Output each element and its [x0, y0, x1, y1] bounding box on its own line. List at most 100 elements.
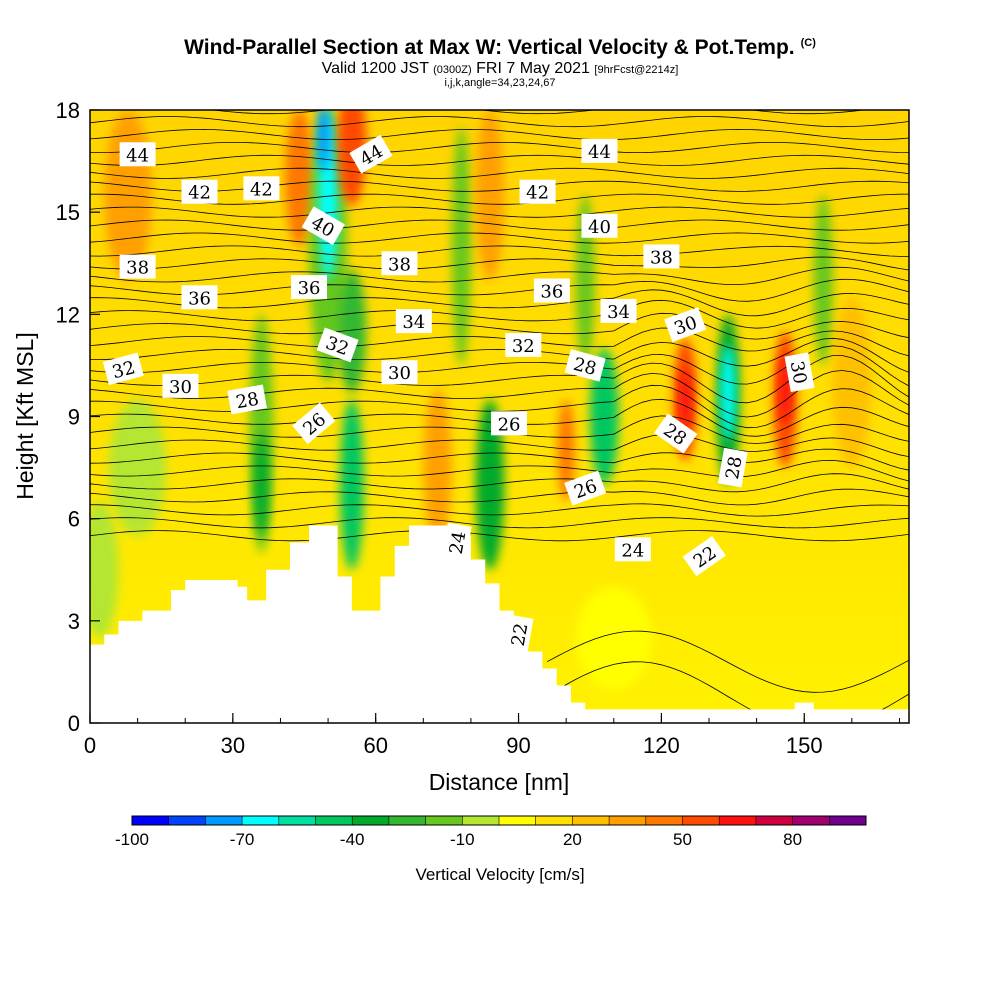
y-tick-label: 15	[56, 200, 80, 225]
forecast-label: [9hrFcst@2214z]	[594, 64, 679, 76]
contour-label-text: 30	[169, 377, 192, 398]
chart-subtitle-valid: Valid 1200 JST (0300Z) FRI 7 May 2021 [9…	[321, 60, 679, 77]
colorbar-tick-label: -70	[230, 830, 255, 849]
colorbar-swatch	[645, 816, 683, 825]
terrain-shape	[90, 525, 909, 723]
field-cell-downdraft-strong	[337, 110, 367, 206]
contour-label-text: 28	[722, 455, 747, 481]
theta-contour-line	[90, 337, 909, 373]
colorbar-swatch	[278, 816, 316, 825]
theta-contour-line	[90, 448, 909, 471]
x-tick-label: 60	[363, 733, 387, 758]
colorbar-swatch	[352, 816, 390, 825]
field-cell-updraft-moderate	[813, 195, 833, 366]
contour-label: 30	[381, 360, 418, 385]
contour-label-text: 42	[250, 179, 273, 200]
contour-label: 38	[643, 244, 680, 269]
colorbar-swatch	[572, 816, 610, 825]
theta-contour-line	[90, 116, 909, 128]
copyright-mark: (C)	[800, 37, 816, 49]
theta-contour-line	[90, 180, 909, 192]
contour-label: 38	[381, 251, 418, 276]
field-cell-neutral-region	[575, 586, 652, 689]
theta-contour-line	[90, 433, 909, 457]
contour-label: 30	[162, 373, 199, 398]
contour-label: 24	[614, 537, 651, 562]
valid-date: FRI 7 May 2021	[476, 60, 590, 77]
x-axis-label: Distance [nm]	[429, 769, 570, 795]
colorbar-swatch	[682, 816, 720, 825]
theta-contour-line	[90, 154, 909, 166]
colorbar-swatch	[168, 816, 206, 825]
field-cell-updraft-moderate	[451, 127, 471, 366]
theta-contour-line	[546, 630, 909, 693]
contour-label-text: 34	[607, 302, 630, 323]
y-axis-label: Height [Kft MSL]	[12, 332, 38, 499]
x-tick-label: 90	[506, 733, 530, 758]
field-cell-downdraft-moderate	[475, 110, 505, 281]
theta-contour-line	[90, 517, 909, 529]
contour-label: 32	[505, 332, 542, 357]
contour-label: 34	[600, 298, 637, 323]
y-tick-label: 6	[68, 507, 80, 532]
theta-contour-line	[90, 370, 909, 418]
chart-subtitle-indices: i,j,k,angle=34,23,24,67	[444, 77, 556, 89]
contour-label: 44	[119, 142, 156, 167]
contour-label-text: 42	[526, 183, 549, 204]
colorbar-swatch	[462, 816, 500, 825]
colorbar-swatch	[132, 816, 170, 825]
theta-contour-line	[90, 488, 909, 506]
colorbar-swatch	[755, 816, 794, 825]
theta-contour-line	[90, 245, 909, 257]
theta-contour-line	[90, 193, 909, 205]
contour-label-text: 30	[388, 363, 411, 384]
field-cell-downdraft-core	[679, 368, 691, 431]
contour-label-text: 36	[298, 278, 321, 299]
colorbar-swatch	[829, 816, 867, 825]
field-cell-updraft-weak	[90, 501, 119, 638]
contour-label: 30	[784, 352, 815, 393]
contour-label: 30	[664, 307, 707, 342]
contour-label-text: 28	[234, 389, 260, 414]
field-cell-downdraft-strong	[285, 110, 314, 247]
colorbar-tick-label: 80	[783, 830, 802, 849]
theta-contour-line	[546, 661, 909, 723]
contour-label-text: 24	[621, 540, 644, 561]
contour-label: 24	[441, 522, 472, 563]
theta-contour-line	[90, 141, 909, 154]
potential-temperature-contours	[90, 110, 909, 723]
field-cell-updraft-core	[720, 344, 736, 441]
colorbar-swatch	[792, 816, 830, 825]
y-tick-label: 18	[56, 98, 80, 123]
contour-label-text: 36	[540, 281, 563, 302]
theta-contour-line	[90, 345, 909, 387]
theta-contour-line	[90, 327, 909, 357]
colorbar-swatch	[499, 816, 537, 825]
contour-label-text: 22	[508, 622, 533, 648]
contour-label: 32	[316, 327, 359, 363]
contour-label-text: 40	[588, 217, 611, 238]
contour-label-text: 30	[786, 359, 811, 385]
theta-contour-line	[90, 473, 909, 493]
colorbar-label: Vertical Velocity [cm/s]	[415, 865, 584, 884]
terrain-mask	[90, 525, 909, 723]
colorbar-tick-label: -10	[450, 830, 475, 849]
colorbar-tick-label: 20	[563, 830, 582, 849]
field-cell-updraft-moderate	[337, 270, 367, 393]
colorbar-swatch	[719, 816, 757, 825]
theta-contour-line	[90, 503, 909, 517]
contour-label: 26	[491, 411, 528, 436]
contour-label-text: 26	[498, 414, 521, 435]
theta-contour-line	[90, 355, 909, 404]
valid-utc: (0300Z)	[433, 64, 472, 76]
contour-label-text: 42	[188, 183, 211, 204]
contour-label: 38	[119, 254, 156, 279]
colorbar-tick-label: 50	[673, 830, 692, 849]
x-tick-label: 30	[221, 733, 245, 758]
theta-contour-line	[90, 206, 909, 218]
contour-label-text: 38	[126, 258, 149, 279]
field-cell-downdraft-weak	[832, 297, 871, 468]
